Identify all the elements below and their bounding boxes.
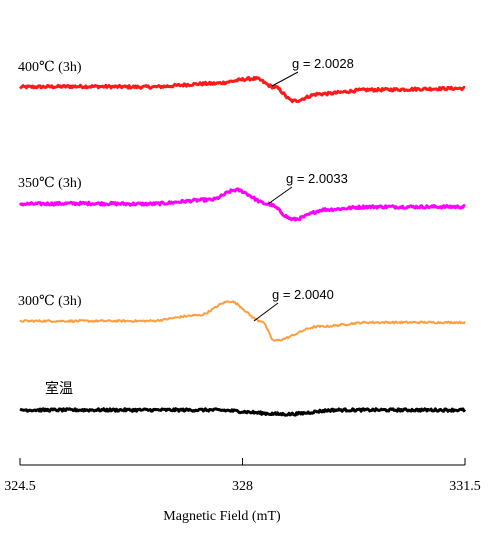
g-value-label-2: g = 2.0033 [286, 171, 348, 186]
trace-label-2: 350℃ (3h) [18, 176, 82, 191]
g-value-label-3: g = 2.0040 [272, 287, 334, 302]
x-tick-label-2: 328 [232, 479, 253, 494]
g-value-leader-2 [267, 186, 293, 205]
x-axis: 324.5 328 331.5 Magnetic Field (mT) [4, 458, 481, 524]
traces-layer [18, 75, 467, 417]
x-tick-label-1: 324.5 [4, 479, 36, 494]
x-axis-title: Magnetic Field (mT) [163, 509, 281, 524]
trace-label-3: 300℃ (3h) [18, 294, 82, 309]
trace-line-1 [18, 75, 466, 104]
trace-line-4 [19, 407, 467, 417]
g-value-leader-3 [253, 302, 279, 322]
g-value-label-1: g = 2.0028 [292, 56, 354, 71]
g-value-leader-1 [271, 71, 299, 87]
trace-line-3 [19, 300, 466, 342]
labels-layer: 400℃ (3h) g = 2.0028 350℃ (3h) g = 2.0033 30… [18, 56, 354, 397]
trace-line-2 [18, 187, 466, 222]
trace-label-1: 400℃ (3h) [18, 60, 82, 75]
x-tick-label-3: 331.5 [449, 479, 481, 494]
trace-label-4: 室温 [45, 380, 73, 397]
